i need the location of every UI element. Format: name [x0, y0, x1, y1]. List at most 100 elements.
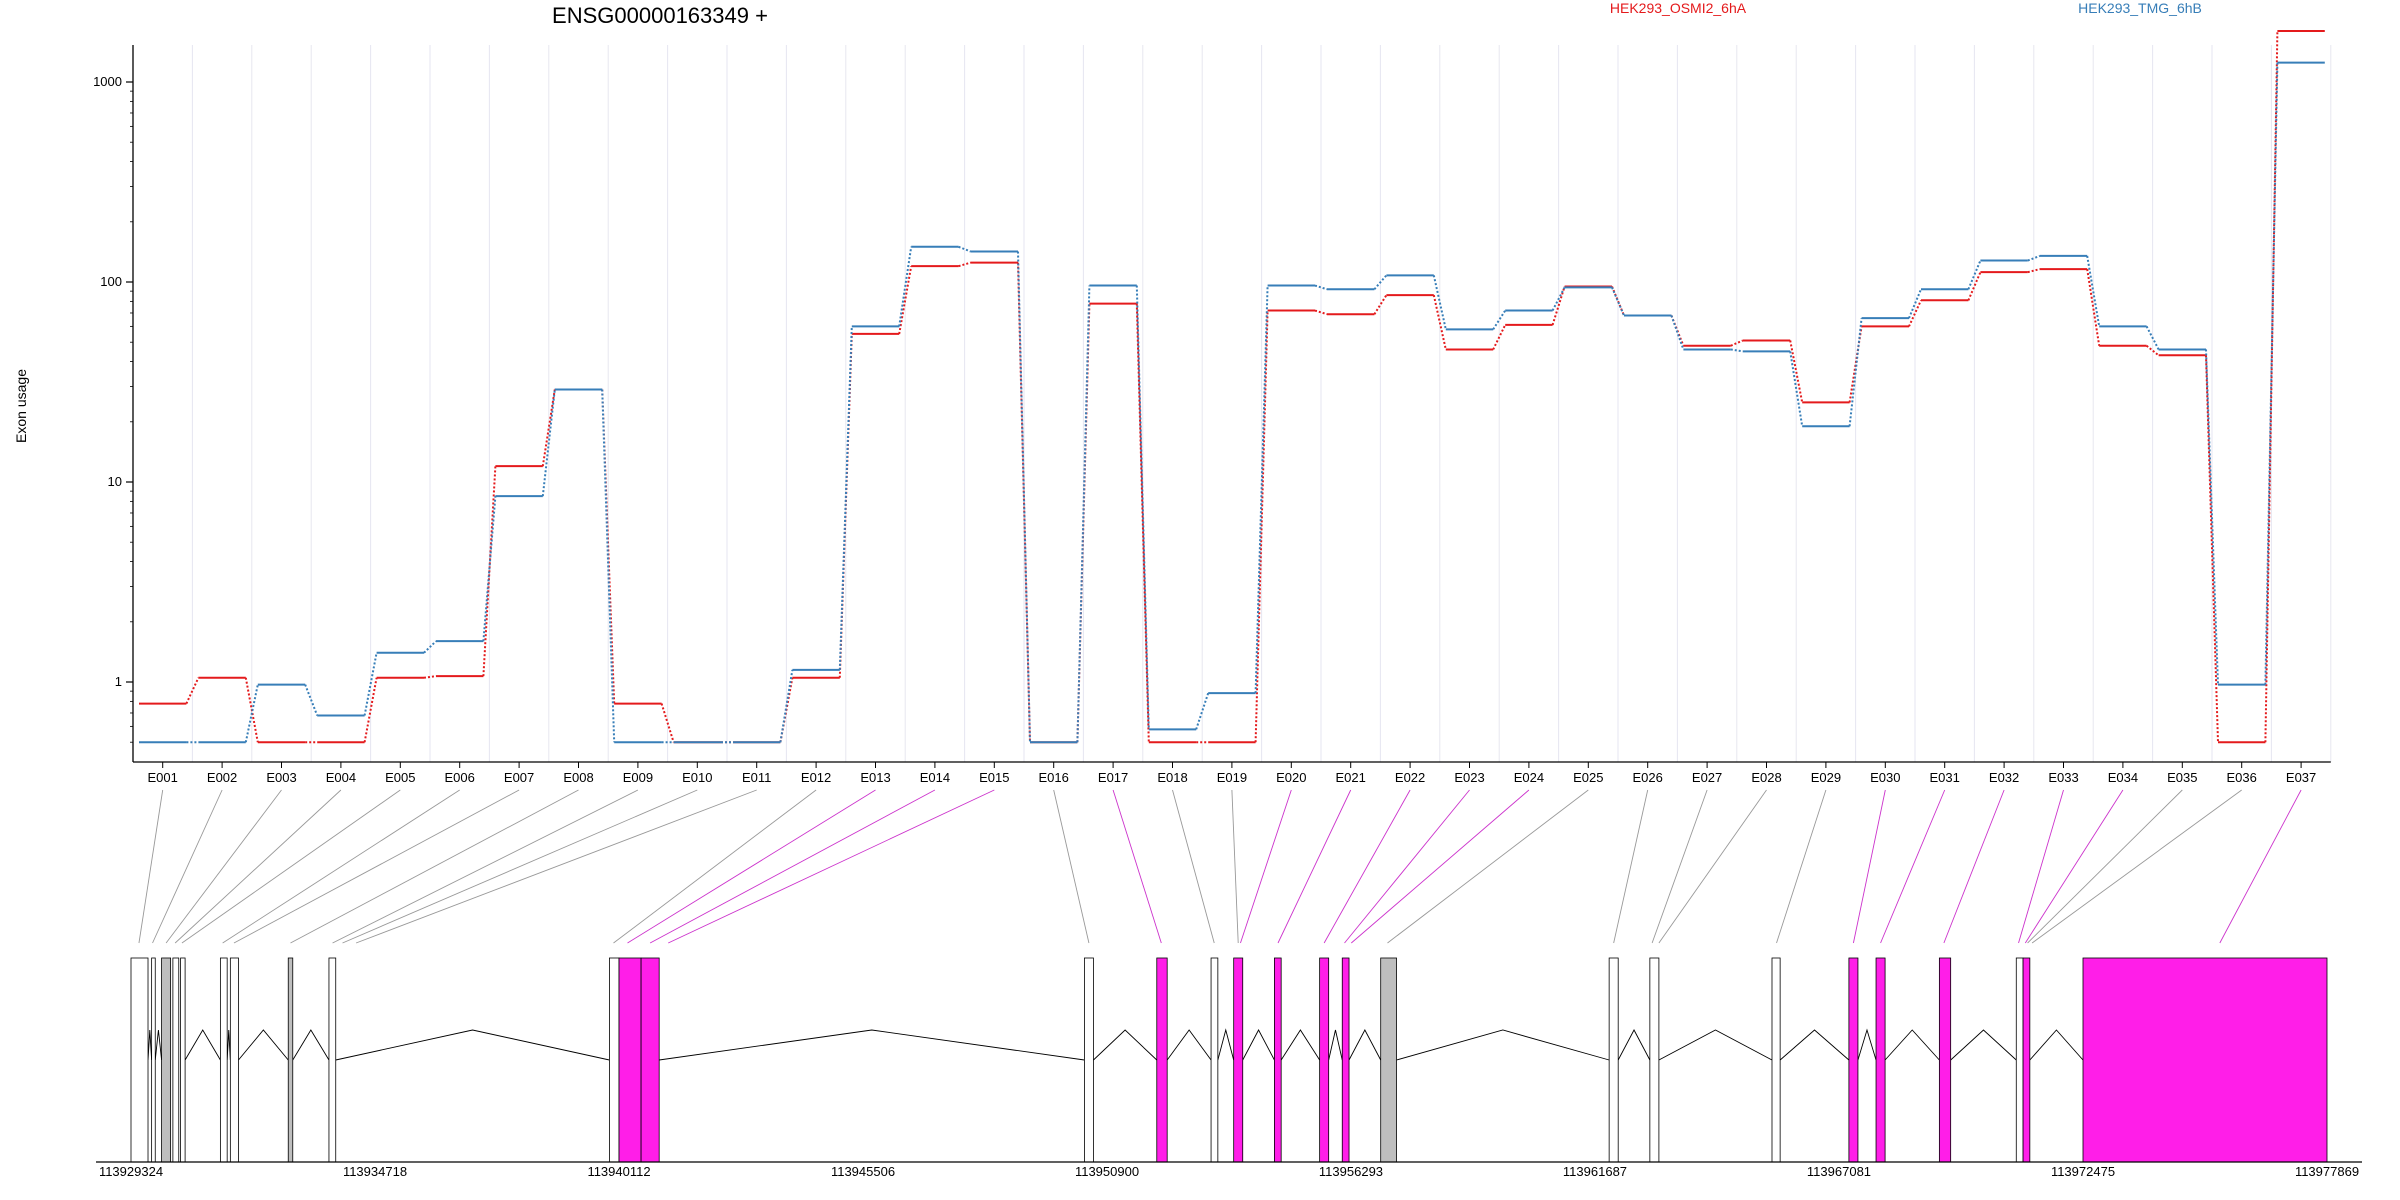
series-connector	[244, 684, 259, 743]
exon-label: E030	[1870, 770, 1900, 785]
exon-connector	[290, 789, 579, 944]
exon-connector	[2031, 789, 2242, 944]
exon-label: E014	[920, 770, 950, 785]
exon-box	[172, 957, 180, 1163]
exon-label: E033	[2048, 770, 2078, 785]
exon-label: E008	[563, 770, 593, 785]
series-connector	[898, 246, 913, 327]
exon-box	[1649, 957, 1660, 1163]
exon-box	[1084, 957, 1094, 1163]
intron-line	[184, 1029, 221, 1061]
exon-label: E020	[1276, 770, 1306, 785]
y-tick-label: 1	[115, 674, 122, 689]
exon-label: E001	[148, 770, 178, 785]
exon-connector	[1943, 789, 2005, 944]
exon-box	[1771, 957, 1781, 1163]
exon-label: E002	[207, 770, 237, 785]
exon-label: E032	[1989, 770, 2019, 785]
exon-connector	[1231, 789, 1239, 944]
legend-series-2: HEK293_TMG_6hB	[2078, 0, 2202, 16]
series-lines	[139, 29, 2325, 744]
series-connector	[482, 466, 497, 677]
series-connector	[1432, 275, 1447, 330]
exon-connector	[1776, 789, 1827, 944]
intron-line	[1658, 1029, 1773, 1061]
intron-line	[1617, 1029, 1651, 1061]
chart-title: ENSG00000163349 +	[552, 3, 768, 28]
series-connector	[363, 677, 378, 743]
series-connector	[1789, 340, 1804, 403]
series-connector	[1967, 271, 1982, 301]
series-connector	[541, 389, 556, 497]
intron-line	[1857, 1028, 1877, 1061]
series-connector	[1373, 274, 1388, 290]
exon-label: E019	[1217, 770, 1247, 785]
intron-line	[659, 1029, 1085, 1061]
series-connector	[2264, 30, 2279, 743]
exon-label: E018	[1157, 770, 1187, 785]
series-connector	[1967, 260, 1982, 290]
exon-label: E013	[860, 770, 890, 785]
exon-label: E036	[2227, 770, 2257, 785]
intron-line	[2029, 1029, 2084, 1061]
exon-connector	[2027, 789, 2183, 944]
series-connector	[779, 669, 794, 743]
exon-label: E007	[504, 770, 534, 785]
intron-line	[154, 1029, 163, 1061]
genomic-coordinate-label: 113940112	[587, 1164, 650, 1179]
intron-line	[1217, 1028, 1235, 1061]
exon-label: E034	[2108, 770, 2138, 785]
genomic-coordinate-label: 113967081	[1807, 1164, 1871, 1179]
intron-line	[1242, 1029, 1275, 1061]
genomic-coordinate-label: 113956293	[1319, 1164, 1383, 1179]
series-connector	[2086, 268, 2101, 346]
exon-box	[1210, 957, 1219, 1163]
series-connector	[1908, 299, 1922, 327]
exon-box	[161, 957, 172, 1163]
exon-connector	[1658, 789, 1767, 944]
intron-line	[1280, 1029, 1321, 1061]
intron-line	[1950, 1029, 2017, 1061]
intron-line	[1396, 1029, 1610, 1061]
legend-series-1: HEK293_OSMI2_6hA	[1610, 0, 1747, 16]
exon-box	[1938, 957, 1952, 1163]
exon-connector	[1613, 789, 1649, 944]
exon-box	[219, 957, 228, 1163]
y-tick-label: 10	[108, 474, 122, 489]
exon-connector	[174, 789, 342, 944]
exon-box	[180, 957, 186, 1163]
exon-label: E004	[326, 770, 356, 785]
exon-box	[2082, 957, 2328, 1163]
series-connector	[1432, 294, 1447, 350]
exon-box	[130, 957, 149, 1163]
y-axis-title: Exon usage	[13, 369, 29, 443]
exon-label: E024	[1514, 770, 1544, 785]
exon-box	[1319, 957, 1330, 1163]
exon-connector	[1387, 789, 1589, 944]
exon-label: E011	[742, 770, 771, 785]
exon-box	[1380, 957, 1397, 1163]
series-connector	[1908, 288, 1922, 319]
exon-label: E027	[1692, 770, 1722, 785]
series-connector	[1135, 285, 1150, 730]
exon-label: E017	[1098, 770, 1128, 785]
series-connector	[2205, 355, 2219, 743]
series-connector	[185, 677, 200, 705]
exon-label: E003	[266, 770, 296, 785]
exon-box	[1848, 957, 1859, 1163]
exon-box	[2015, 957, 2024, 1163]
intron-line	[238, 1029, 289, 1061]
series-connector	[1135, 303, 1150, 743]
exon-box	[1608, 957, 1619, 1163]
series-connector	[304, 684, 319, 716]
exon-connector	[342, 789, 698, 944]
exon-label: E022	[1395, 770, 1425, 785]
exon-connector	[1112, 789, 1162, 944]
series-connector	[838, 326, 853, 670]
exon-label: E012	[801, 770, 831, 785]
series-connector	[660, 703, 675, 743]
exon-label: E037	[2286, 770, 2316, 785]
exon-connector	[2024, 789, 2124, 944]
y-tick-label: 100	[100, 274, 122, 289]
exon-connector	[152, 789, 223, 944]
